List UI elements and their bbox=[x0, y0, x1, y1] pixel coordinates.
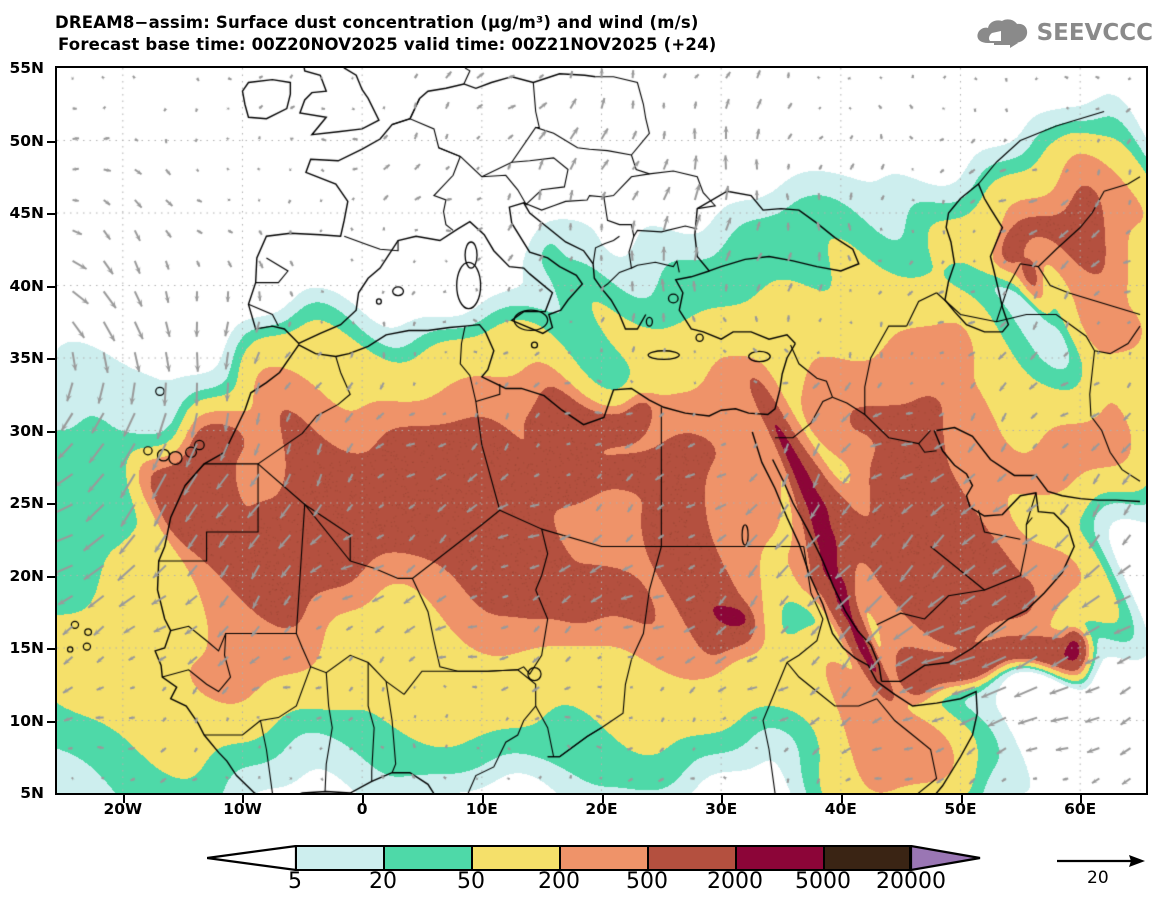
x-tick-mark bbox=[840, 795, 843, 803]
colorbar-tick-label: 2000 bbox=[707, 869, 763, 894]
wind-scale-value: 20 bbox=[1087, 868, 1109, 888]
colorbar-over-arrow bbox=[911, 845, 981, 871]
colorbar-block bbox=[647, 845, 735, 871]
y-tick-label: 10N bbox=[9, 711, 44, 730]
y-tick-label: 15N bbox=[9, 639, 44, 657]
x-tick-label: 30E bbox=[705, 800, 738, 818]
x-tick-mark bbox=[721, 795, 724, 803]
y-tick-label: 5N bbox=[20, 784, 44, 802]
colorbar-tick-label: 5000 bbox=[795, 869, 851, 894]
y-tick-mark bbox=[47, 430, 55, 433]
y-tick-label: 55N bbox=[9, 59, 44, 77]
forecast-time-subtitle: Forecast base time: 00Z20NOV2025 valid t… bbox=[58, 35, 717, 54]
x-tick-label: 10E bbox=[465, 800, 498, 818]
x-tick-label: 60E bbox=[1064, 800, 1097, 818]
y-tick-label: 45N bbox=[9, 204, 44, 222]
x-tick-mark bbox=[481, 795, 484, 803]
colorbar-block bbox=[471, 845, 559, 871]
y-tick-label: 40N bbox=[9, 276, 44, 295]
page-title: DREAM8−assim: Surface dust concentration… bbox=[55, 13, 699, 32]
chart-header: DREAM8−assim: Surface dust concentration… bbox=[0, 0, 1165, 60]
cloud-arrow-icon bbox=[974, 17, 1030, 49]
y-tick-label: 35N bbox=[9, 349, 44, 367]
colorbar-tick-label: 20000 bbox=[876, 869, 946, 894]
colorbar bbox=[207, 845, 981, 871]
y-tick-mark bbox=[47, 285, 55, 288]
x-tick-mark bbox=[960, 795, 963, 803]
colorbar-under-arrow bbox=[207, 845, 297, 871]
colorbar-tick-label: 200 bbox=[538, 869, 580, 894]
colorbar-block bbox=[823, 845, 911, 871]
colorbar-tick-label: 500 bbox=[626, 869, 668, 894]
colorbar-tick-label: 5 bbox=[288, 869, 302, 894]
y-tick-mark bbox=[47, 648, 55, 650]
wind-scale-legend: 20 bbox=[1055, 850, 1155, 896]
y-tick-label: 25N bbox=[9, 494, 44, 512]
wind-reference-arrow-icon bbox=[1057, 855, 1145, 867]
seevccc-logo: SEEVCCC bbox=[974, 16, 1153, 50]
x-tick-mark bbox=[242, 795, 245, 803]
x-tick-label: 0 bbox=[356, 800, 368, 818]
colorbar-block bbox=[559, 845, 647, 871]
colorbar-block bbox=[295, 845, 383, 871]
x-tick-label: 40E bbox=[824, 800, 857, 818]
colorbar-tick-labels: 5 20 50 200 500 2000 5000 20000 bbox=[207, 869, 975, 899]
y-tick-label: 20N bbox=[9, 566, 44, 585]
x-tick-mark bbox=[601, 795, 604, 803]
y-tick-label: 50N bbox=[9, 131, 44, 150]
y-tick-label: 30N bbox=[9, 421, 44, 440]
y-tick-mark bbox=[47, 720, 55, 723]
x-tick-mark bbox=[1080, 795, 1083, 803]
x-tick-label: 20E bbox=[585, 800, 618, 818]
y-tick-mark bbox=[47, 358, 55, 360]
y-tick-mark bbox=[47, 213, 55, 215]
plot-frame bbox=[55, 66, 1148, 795]
colorbar-block bbox=[383, 845, 471, 871]
map-plot-area bbox=[55, 66, 1148, 795]
dust-concentration-map bbox=[57, 68, 1146, 793]
colorbar-block bbox=[735, 845, 823, 871]
y-axis-labels: 5N 10N 15N 20N 25N 30N 35N 40N 45N 50N 55N bbox=[0, 0, 55, 907]
y-tick-mark bbox=[47, 575, 55, 578]
x-tick-mark bbox=[122, 795, 125, 803]
logo-text: SEEVCCC bbox=[1036, 20, 1153, 46]
x-tick-mark bbox=[362, 795, 365, 803]
x-tick-label: 50E bbox=[944, 800, 977, 818]
colorbar-tick-label: 20 bbox=[369, 869, 397, 894]
y-tick-mark bbox=[47, 503, 55, 505]
x-tick-label: 10W bbox=[223, 800, 262, 818]
colorbar-tick-label: 50 bbox=[457, 869, 485, 894]
colorbar-blocks bbox=[295, 845, 911, 871]
x-axis-labels: 20W 10W 0 10E 20E 30E 40E 50E 60E bbox=[0, 800, 1165, 826]
y-tick-mark bbox=[47, 140, 55, 143]
x-tick-label: 20W bbox=[103, 800, 143, 818]
